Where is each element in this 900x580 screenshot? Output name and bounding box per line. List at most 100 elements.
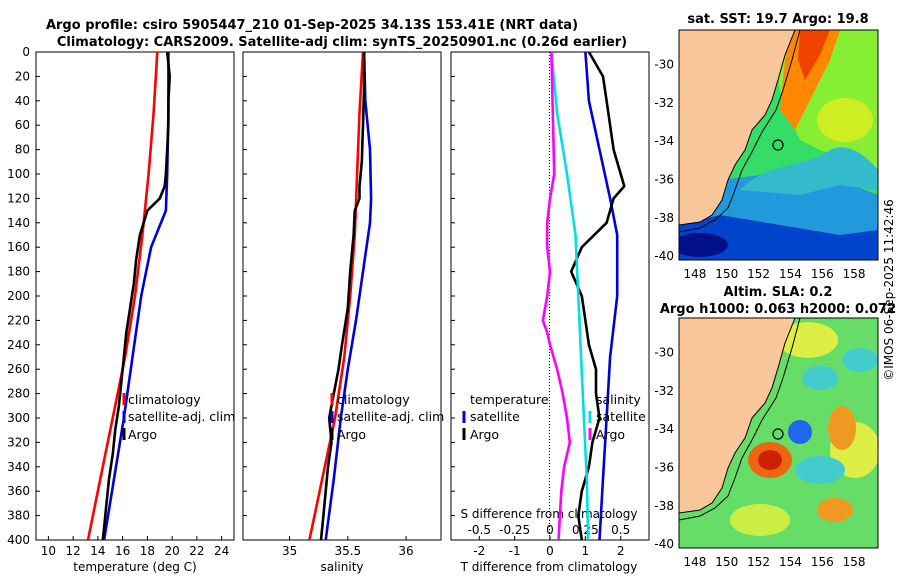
difference-xtick-label: 1 xyxy=(582,544,590,558)
sst_map-lat-tick-label: -38 xyxy=(654,211,674,225)
depth-tick-label: 220 xyxy=(7,313,30,327)
depth-tick-label: 140 xyxy=(7,216,30,230)
salinity-xlabel: salinity xyxy=(320,560,363,574)
sla-map xyxy=(679,318,878,548)
depth-tick-label: 100 xyxy=(7,167,30,181)
sla-yellow-patch xyxy=(730,504,790,536)
sla_map-lat-tick-label: -38 xyxy=(654,499,674,513)
sst_map-lat-tick-label: -34 xyxy=(654,134,674,148)
sla-land xyxy=(679,318,795,513)
depth-tick-label: 380 xyxy=(7,509,30,523)
sst_map-lon-tick-label: 156 xyxy=(811,267,834,281)
legend-t-satellite-label: satellite xyxy=(470,409,520,424)
sla-map-title-line2: Argo h1000: 0.063 h2000: 0.072 xyxy=(660,302,896,317)
sla_map-lat-tick-label: -34 xyxy=(654,422,674,436)
difference-xtick-label: 0 xyxy=(546,544,554,558)
sla_map-lat-tick-label: -40 xyxy=(654,537,674,551)
depth-tick-label: 360 xyxy=(7,484,30,498)
legend-s-argo-label: Argo xyxy=(596,427,625,442)
sla_map-lon-tick-label: 152 xyxy=(747,555,770,569)
temperature-series-group xyxy=(86,52,171,540)
temperature-xtick-label: 24 xyxy=(214,544,229,558)
salinity-series-group xyxy=(308,52,373,540)
difference-series-t-satellite xyxy=(584,52,619,540)
depth-tick-label: 0 xyxy=(22,45,30,59)
difference-top-xtick-label: -0.5 xyxy=(468,523,491,537)
difference-top-xlabel: S difference from climatology xyxy=(461,507,638,521)
sst-shelf-contour xyxy=(679,30,801,233)
difference-top-xtick-label: -0.25 xyxy=(499,523,530,537)
salinity-xtick-label: 36 xyxy=(398,544,413,558)
difference-top-xtick-label: 0.5 xyxy=(611,523,630,537)
difference-top-xtick-label: 0 xyxy=(546,523,554,537)
legend-t-argo-label: Argo xyxy=(470,427,499,442)
difference-xlabel: T difference from climatology xyxy=(460,560,638,574)
sla-blue-eddy xyxy=(788,420,812,444)
legend-argo-label: Argo xyxy=(128,427,157,442)
salinity-xtick-label: 35 xyxy=(282,544,297,558)
sst_map-lat-tick-label: -32 xyxy=(654,96,674,110)
depth-tick-label: 300 xyxy=(7,411,30,425)
depth-tick-label: 180 xyxy=(7,265,30,279)
salinity-series-satellite-adj-clim xyxy=(324,52,373,540)
temperature-xtick-label: 20 xyxy=(164,544,179,558)
legend-climatology-label: climatology xyxy=(128,392,201,407)
sla_map-lon-tick-label: 150 xyxy=(715,555,738,569)
legend-temperature-title: temperature xyxy=(470,392,549,407)
legend-climatology-label: climatology xyxy=(337,392,410,407)
salinity-xtick-label: 35.5 xyxy=(334,544,361,558)
salinity-series-argo xyxy=(319,52,366,540)
difference-series-s-argo xyxy=(541,52,572,540)
sla_map-lat-tick-label: -32 xyxy=(654,384,674,398)
legend-argo-label: Argo xyxy=(337,427,366,442)
sla_map-lon-tick-label: 156 xyxy=(811,555,834,569)
sst-coastline xyxy=(679,30,796,226)
temperature-xtick-label: 22 xyxy=(189,544,204,558)
difference-xtick-label: -2 xyxy=(473,544,485,558)
legend-salinity-title: salinity xyxy=(596,392,641,407)
sla-shelf-contour xyxy=(679,318,801,521)
depth-tick-label: 240 xyxy=(7,338,30,352)
depth-tick-label: 40 xyxy=(15,94,30,108)
salinity-series-climatology xyxy=(308,52,365,540)
sla-map-frame xyxy=(678,317,879,549)
sst_map-lon-tick-label: 150 xyxy=(715,267,738,281)
temperature-series-argo xyxy=(101,52,171,540)
sst_map-lat-tick-label: -36 xyxy=(654,173,674,187)
figure-title-line2: Climatology: CARS2009. Satellite-adj cli… xyxy=(57,35,627,50)
sla-map-title-line1: Altim. SLA: 0.2 xyxy=(724,285,833,300)
depth-tick-label: 120 xyxy=(7,191,30,205)
sst_map-lat-tick-label: -40 xyxy=(654,249,674,263)
sla-cyan-patch xyxy=(802,366,838,390)
depth-tick-label: 280 xyxy=(7,387,30,401)
sla-orange-eddy xyxy=(828,406,856,450)
difference-xtick-label: -1 xyxy=(509,544,521,558)
sla-coastline xyxy=(679,318,796,514)
sst-map xyxy=(679,30,878,260)
depth-tick-label: 60 xyxy=(15,118,30,132)
depth-tick-label: 200 xyxy=(7,289,30,303)
sla-orange-eddy xyxy=(817,498,853,522)
legend-s-satellite-label: satellite xyxy=(596,409,646,424)
sst-warm-current xyxy=(780,30,840,130)
sla_map-lon-tick-label: 158 xyxy=(843,555,866,569)
temperature-legend: climatology satellite-adj. clim Argo xyxy=(122,392,235,442)
legend-satellite-label: satellite-adj. clim xyxy=(128,409,235,424)
difference-legend: temperature satellite Argo salinity sate… xyxy=(462,392,646,442)
sst-hot-core xyxy=(798,30,830,80)
difference-xtick-label: 2 xyxy=(617,544,625,558)
depth-tick-label: 400 xyxy=(7,533,30,547)
temperature-xtick-label: 18 xyxy=(140,544,155,558)
sst_map-lat-tick-label: -30 xyxy=(654,58,674,72)
sst-argo-marker xyxy=(772,139,784,151)
sla_map-lat-tick-label: -30 xyxy=(654,346,674,360)
sst-map-title: sat. SST: 19.7 Argo: 19.8 xyxy=(687,12,868,27)
sla_map-lon-tick-label: 148 xyxy=(683,555,706,569)
sst-coldest-patch xyxy=(679,233,728,257)
depth-tick-label: 20 xyxy=(15,69,30,83)
sla-red-core xyxy=(758,450,782,470)
depth-tick-label: 320 xyxy=(7,435,30,449)
sst-cold-region xyxy=(679,215,878,260)
sla-cyan-patch xyxy=(795,456,845,484)
legend-satellite-label: satellite-adj. clim xyxy=(337,409,444,424)
